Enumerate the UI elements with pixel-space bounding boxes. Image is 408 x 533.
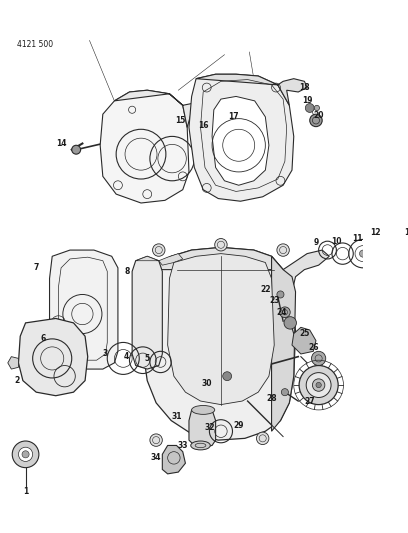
Polygon shape [132,256,162,369]
Ellipse shape [191,441,210,450]
Text: 6: 6 [41,334,46,343]
Circle shape [305,103,314,112]
Polygon shape [18,318,88,395]
Circle shape [150,434,162,446]
Polygon shape [136,254,183,265]
Circle shape [310,114,322,127]
Text: 27: 27 [304,397,315,406]
Circle shape [215,239,227,251]
Text: 16: 16 [198,121,208,130]
Text: 10: 10 [331,237,341,246]
Polygon shape [272,256,295,431]
Polygon shape [168,254,274,405]
Circle shape [306,373,331,398]
Text: 33: 33 [177,441,188,450]
Text: 14: 14 [56,139,67,148]
Text: 19: 19 [302,96,313,106]
Circle shape [316,382,321,387]
Circle shape [277,244,289,256]
Polygon shape [114,90,233,127]
Text: 22: 22 [260,285,271,294]
Text: 4121 500: 4121 500 [17,41,53,50]
Text: 3: 3 [103,350,108,359]
Text: 25: 25 [299,329,310,338]
Circle shape [299,366,338,405]
Text: 23: 23 [269,296,279,305]
Polygon shape [100,90,189,203]
Text: 20: 20 [313,110,324,119]
Text: 28: 28 [266,394,277,403]
Circle shape [313,379,325,391]
Polygon shape [162,446,185,474]
Circle shape [22,451,29,458]
Text: 34: 34 [151,454,161,463]
Text: 9: 9 [313,238,319,247]
Text: 2: 2 [14,376,19,385]
Circle shape [312,351,326,366]
Polygon shape [8,357,18,369]
Polygon shape [369,232,405,280]
Circle shape [257,432,269,445]
Text: 30: 30 [202,379,212,388]
Circle shape [284,317,297,329]
Text: 31: 31 [171,411,182,421]
Polygon shape [189,407,215,447]
Text: 17: 17 [228,112,239,122]
Text: 8: 8 [124,267,129,276]
Text: 29: 29 [233,421,244,430]
Text: 11: 11 [353,234,363,243]
Polygon shape [292,327,316,354]
Text: 32: 32 [204,423,215,432]
Text: 1: 1 [23,487,28,496]
Text: 18: 18 [299,83,310,92]
Circle shape [359,250,366,257]
Circle shape [279,307,290,318]
Text: 5: 5 [145,354,150,363]
Circle shape [153,244,165,256]
Ellipse shape [192,406,215,414]
Circle shape [282,389,288,395]
Circle shape [18,447,33,462]
Text: 4: 4 [124,352,129,361]
Polygon shape [212,96,269,185]
Text: 7: 7 [33,263,39,272]
Circle shape [314,106,319,111]
Text: 15: 15 [175,116,185,125]
Text: 24: 24 [276,308,286,317]
Polygon shape [143,247,295,440]
Polygon shape [49,250,118,369]
Circle shape [223,372,232,381]
Polygon shape [196,74,307,106]
Circle shape [72,146,81,154]
Text: 26: 26 [308,343,319,352]
Polygon shape [150,247,329,292]
Text: 12: 12 [370,228,381,237]
Circle shape [277,291,284,298]
Polygon shape [189,74,294,201]
Circle shape [12,441,39,467]
Text: 13: 13 [404,228,408,237]
